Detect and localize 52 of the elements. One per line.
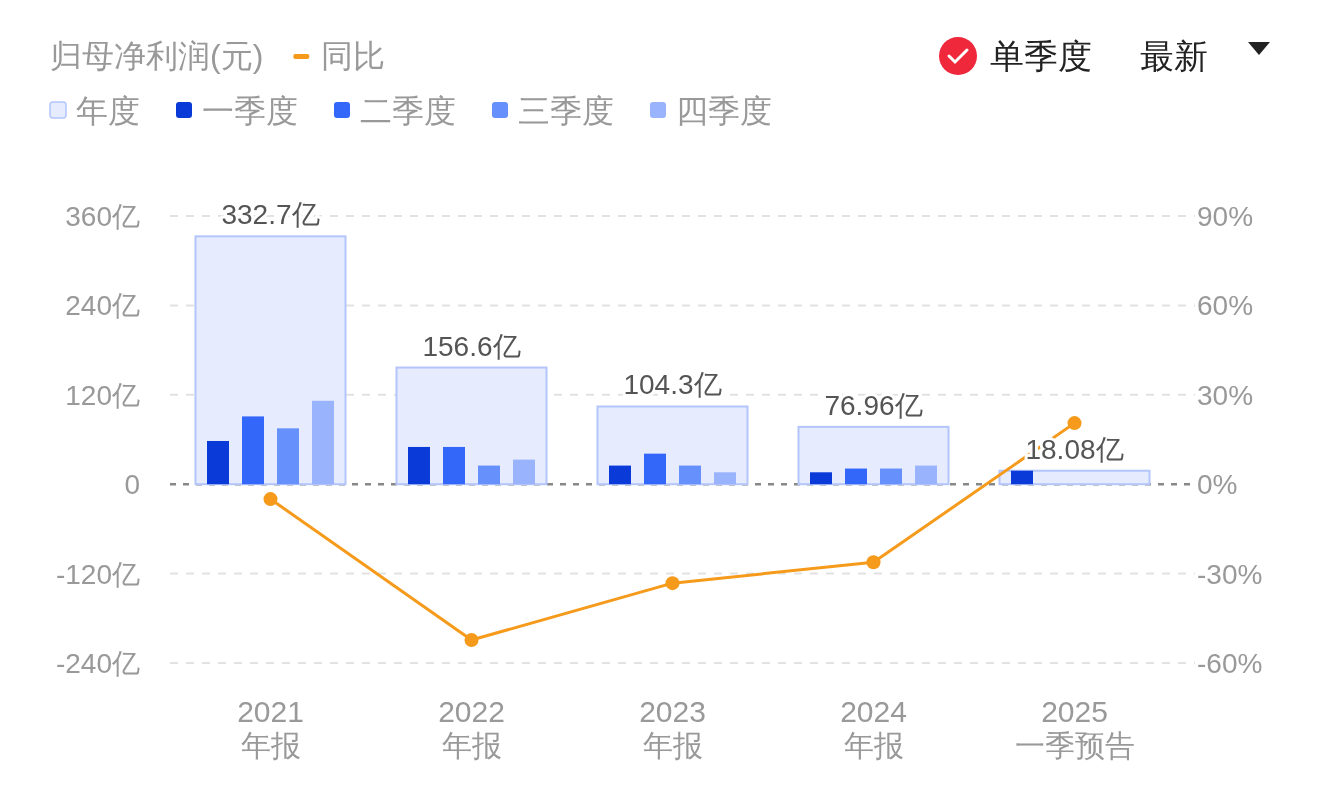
y-tick-label: 120亿: [65, 379, 140, 411]
data-label: 76.96亿: [824, 389, 923, 421]
point: [1067, 416, 1082, 431]
y2-tick-label: 60%: [1197, 290, 1254, 322]
x-tick-label: 2022 年报: [438, 695, 505, 762]
bar: [207, 440, 229, 485]
bar: [609, 465, 631, 485]
bar: [513, 459, 535, 485]
legend-label: 二季度: [360, 93, 456, 129]
bar: [312, 400, 334, 485]
data-label: 332.7亿: [221, 199, 320, 231]
y-tick-label: -240亿: [55, 648, 140, 679]
point: [866, 555, 881, 570]
legend-label: 一季度: [202, 93, 298, 129]
point: [464, 633, 479, 648]
y2-tick-label: 90%: [1197, 201, 1254, 232]
y2-tick-label: 30%: [1197, 379, 1254, 411]
bar: [845, 468, 867, 485]
text: 单季度: [990, 37, 1092, 75]
bar: [443, 446, 465, 485]
legend-label: 三季度: [518, 93, 614, 129]
data-label: 104.3亿: [623, 369, 722, 401]
point: [263, 492, 278, 507]
bar: [915, 465, 937, 485]
bar: [242, 416, 264, 485]
chart-title: 归母净利润(元): [50, 38, 264, 74]
legend-label: 四季度: [676, 93, 772, 129]
bar: [644, 453, 666, 485]
x-tick-label: 2023 年报: [639, 695, 706, 762]
bar: [277, 428, 299, 485]
bar: [714, 472, 736, 485]
x-tick-label: 2025 一季预告: [1014, 695, 1135, 762]
bar: [478, 465, 500, 485]
bar: [679, 465, 701, 485]
y2-tick-label: 0%: [1197, 469, 1238, 501]
y-tick-label: 360亿: [65, 201, 140, 232]
y2-tick-label: -30%: [1197, 558, 1263, 590]
bar: [1011, 470, 1033, 485]
legend-label: 同比: [321, 38, 386, 74]
bar: [408, 446, 430, 485]
x-tick-label: 2021 年报: [237, 695, 304, 762]
data-label: 156.6亿: [422, 330, 521, 362]
bar: [810, 472, 832, 485]
y2-tick-label: -60%: [1197, 648, 1263, 679]
x-tick-label: 2024 年报: [840, 695, 907, 762]
y-tick-label: 240亿: [65, 290, 140, 322]
y-tick-label: -120亿: [55, 558, 140, 590]
y-tick-label: 0: [124, 469, 140, 501]
text: 最新: [1140, 37, 1208, 75]
bar: [880, 468, 902, 485]
legend-label: 年度: [76, 93, 140, 129]
point: [665, 576, 680, 591]
